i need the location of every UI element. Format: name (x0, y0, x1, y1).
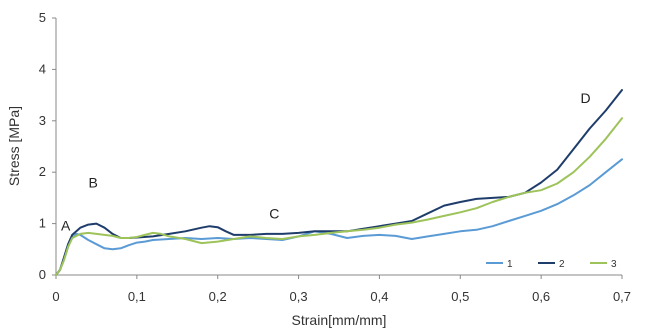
x-ticks: 0 0,1 0,2 0,3 0,4 0,5 0,6 0,7 (52, 275, 631, 304)
x-tick-label: 0,4 (370, 289, 388, 304)
annotation-d: D (581, 90, 591, 106)
y-tick-label: 3 (39, 113, 46, 128)
y-tick-label: 4 (39, 61, 46, 76)
y-tick-label: 5 (39, 10, 46, 25)
x-tick-label: 0,1 (128, 289, 146, 304)
series-line-3 (55, 117, 623, 276)
annotations: A B C D (61, 90, 591, 233)
y-tick-label: 1 (39, 216, 46, 231)
x-tick-label: 0,6 (532, 289, 550, 304)
legend-label-2: 2 (559, 259, 565, 270)
x-tick-label: 0 (52, 289, 59, 304)
annotation-c: C (269, 205, 279, 221)
x-tick-label: 0,7 (613, 289, 631, 304)
x-tick-label: 0,5 (451, 289, 469, 304)
series-line-2 (55, 89, 623, 276)
series-lines (55, 89, 623, 276)
legend-label-3: 3 (611, 259, 617, 270)
x-tick-label: 0,3 (290, 289, 308, 304)
y-tick-label: 0 (39, 267, 46, 282)
y-axis-title: Stress [MPa] (6, 106, 22, 186)
axes (55, 18, 622, 276)
y-tick-label: 2 (39, 164, 46, 179)
legend: 1 2 3 (486, 259, 617, 270)
annotation-b: B (89, 175, 98, 191)
series-line-1 (55, 158, 623, 276)
y-ticks: 0 1 2 3 4 5 (39, 10, 56, 282)
annotation-a: A (61, 217, 71, 233)
legend-label-1: 1 (507, 259, 513, 270)
x-axis-title: Strain[mm/mm] (292, 312, 387, 328)
x-tick-label: 0,2 (209, 289, 227, 304)
